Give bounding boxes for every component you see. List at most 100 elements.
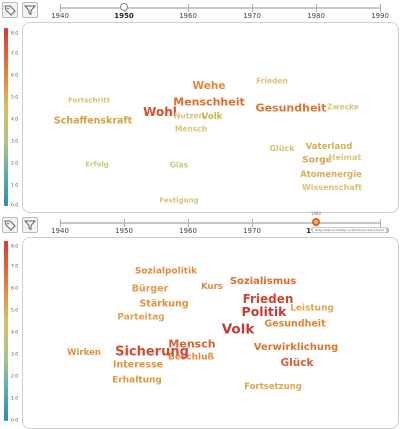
year-timeline-slider[interactable]: 1940195019601970198019901980Drag slider …	[51, 211, 389, 237]
legend-gradient-bar	[4, 241, 8, 421]
legend-tick-label: 8.0	[11, 31, 19, 37]
cloud-word[interactable]: Zwecke	[327, 102, 359, 112]
legend-tick-label: 0.0	[11, 418, 19, 424]
legend-tick-label: 1.0	[11, 396, 19, 402]
cloud-word[interactable]: Politik	[241, 303, 287, 319]
cloud-word[interactable]: Wirken	[67, 347, 101, 358]
timeline-handle-note: 1950	[119, 0, 129, 1]
cloud-word[interactable]: Verwirklichung	[253, 342, 339, 353]
filter-icon-button[interactable]	[22, 217, 38, 233]
cloud-word[interactable]: Vaterland	[305, 141, 353, 152]
cloud-word[interactable]: Fortsetzung	[244, 381, 302, 392]
cloud-word[interactable]: Gesundheit	[255, 101, 327, 115]
cloud-word[interactable]: Heimat	[328, 153, 362, 162]
cloud-word[interactable]: Leistung	[290, 303, 334, 314]
timeline-year-label[interactable]: 1970	[243, 227, 261, 235]
cloud-word[interactable]: Sicherung	[115, 344, 189, 360]
timeline-year-label[interactable]: 1940	[51, 227, 69, 235]
filter-icon-button[interactable]	[22, 2, 38, 18]
cloud-word[interactable]: Erfolg	[85, 160, 109, 169]
timeline-tick	[60, 219, 61, 227]
timeline-tick	[188, 4, 189, 12]
timeline-year-label[interactable]: 1950	[114, 12, 134, 20]
timeline-track[interactable]	[60, 7, 380, 9]
timeline-tick	[252, 4, 253, 12]
legend-tick-label: 3.0	[11, 139, 19, 145]
timeline-year-label[interactable]: 1960	[179, 12, 197, 20]
legend-gradient-bar	[4, 28, 8, 206]
timeline-handle[interactable]	[312, 218, 320, 226]
cloud-word[interactable]: Glück	[269, 144, 295, 153]
legend-tick-label: 2.0	[11, 374, 19, 380]
legend-tick-label: 4.0	[11, 330, 19, 336]
cloud-word[interactable]: Frieden	[242, 292, 294, 306]
funnel-icon	[24, 5, 36, 16]
legend-tick-label: 8.0	[11, 244, 19, 250]
legend-tick-label: 6.0	[11, 73, 19, 79]
timeline-year-label[interactable]: 1990	[371, 12, 389, 20]
tag-icon	[4, 5, 16, 16]
cloud-word[interactable]: Erhaltung	[112, 375, 162, 386]
legend-tick-label: 6.0	[11, 286, 19, 292]
cloud-word[interactable]: Parteitag	[117, 312, 165, 323]
year-timeline-slider[interactable]: 1940 1950 1960 1970 1980 1990 1950	[51, 0, 389, 22]
panel-toolbar	[0, 0, 40, 22]
legend-tick-label: 2.0	[11, 161, 19, 167]
legend-tick-label: 5.0	[11, 308, 19, 314]
timeline-tick	[380, 4, 381, 12]
timeline-year-label[interactable]: 1950	[115, 227, 133, 235]
cloud-word[interactable]: Nutzen	[174, 111, 204, 121]
cloud-word[interactable]: Mensch	[168, 337, 216, 351]
tag-icon-button[interactable]	[2, 217, 18, 233]
cloud-word[interactable]: Frieden	[256, 76, 288, 86]
legend-tick-label: 0.0	[11, 203, 19, 209]
timeline-year-label[interactable]: 1960	[179, 227, 197, 235]
cloud-word[interactable]: Sorge	[302, 155, 332, 166]
cloud-word[interactable]: Wohl	[143, 105, 177, 119]
cloud-word[interactable]: Wehe	[192, 79, 226, 92]
cloud-word[interactable]: Glas	[169, 160, 189, 170]
timeline-tick	[380, 219, 381, 227]
timeline-tick	[252, 219, 253, 227]
cloud-word[interactable]: Menschheit	[173, 95, 245, 109]
word-cloud-area: Fortschritt Schaffenskraft Wehe Menschheit W…	[22, 22, 399, 213]
cloud-word[interactable]: Schaffenskraft	[53, 115, 133, 127]
legend-tick-label: 7.0	[11, 264, 19, 270]
word-cloud-area: Sozialpolitik Bürger Stärkung Parteitag Kurs…	[22, 237, 399, 429]
cloud-word[interactable]: Volk	[201, 111, 223, 122]
cloud-word[interactable]: Beschluß	[167, 352, 215, 363]
cloud-word[interactable]: Fortschritt	[68, 96, 110, 105]
tag-icon	[4, 220, 16, 231]
legend-tick-label: 5.0	[11, 95, 19, 101]
legend-tick-label: 1.0	[11, 183, 19, 189]
timeline-tooltip: Drag slider to display a diachronic word…	[312, 227, 387, 233]
cloud-word[interactable]: Interesse	[112, 359, 164, 371]
word-cloud-panel-1980: 1940195019601970198019901980Drag slider …	[0, 211, 400, 429]
timeline-track[interactable]	[60, 222, 380, 224]
cloud-word[interactable]: Atomenergie	[300, 169, 362, 180]
timeline-year-label[interactable]: 1970	[243, 12, 261, 20]
cloud-word[interactable]: Wissenschaft	[301, 183, 363, 192]
cloud-word[interactable]: Kurs	[201, 281, 223, 292]
timeline-tick	[60, 4, 61, 12]
cloud-word[interactable]: Mensch	[174, 124, 208, 134]
color-legend: 8.0 7.0 6.0 5.0 4.0 3.0 2.0 1.0 0.0	[4, 241, 19, 424]
timeline-handle[interactable]	[120, 3, 128, 11]
timeline-year-label[interactable]: 1980	[307, 12, 325, 20]
timeline-year-label[interactable]: 1940	[51, 12, 69, 20]
cloud-word[interactable]: Sozialpolitik	[134, 266, 198, 277]
cloud-word[interactable]: Sozialismus	[229, 276, 297, 287]
cloud-word[interactable]: Festigung	[159, 196, 199, 205]
cloud-word[interactable]: Gesundheit	[264, 318, 326, 330]
panel-toolbar	[0, 215, 40, 237]
tag-icon-button[interactable]	[2, 2, 18, 18]
timeline-handle-note: 1980	[310, 211, 322, 216]
cloud-word[interactable]: Stärkung	[139, 298, 189, 310]
cloud-word[interactable]: Glück	[280, 356, 314, 369]
timeline-tick	[188, 219, 189, 227]
cloud-word[interactable]: Volk	[221, 321, 255, 338]
timeline-tick	[316, 4, 317, 12]
word-cloud-panel-1950: 1940 1950 1960 1970 1980 1990 1950 8.0 7.0 6.0 5.…	[0, 0, 400, 213]
cloud-word[interactable]: Bürger	[131, 283, 169, 295]
legend-tick-label: 3.0	[11, 352, 19, 358]
